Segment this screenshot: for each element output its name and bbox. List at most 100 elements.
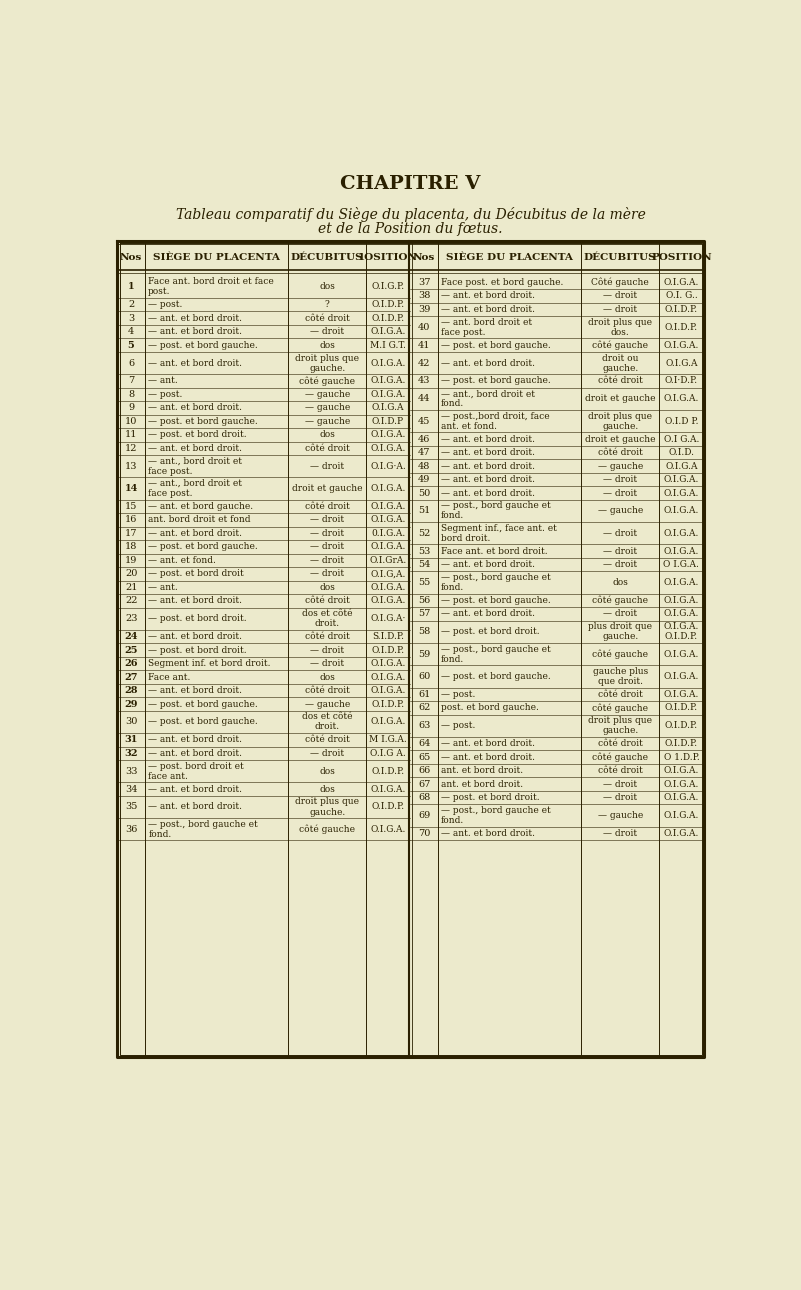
Text: 20: 20 bbox=[125, 569, 137, 578]
Text: O I.G.A.: O I.G.A. bbox=[663, 560, 699, 569]
Text: 49: 49 bbox=[418, 475, 430, 484]
Text: — ant. et bord droit.: — ant. et bord droit. bbox=[148, 596, 242, 605]
Text: droit plus que
gauche.: droit plus que gauche. bbox=[588, 412, 652, 431]
Text: Côté gauche: Côté gauche bbox=[591, 277, 649, 288]
Text: — ant., bord droit et
face post.: — ant., bord droit et face post. bbox=[148, 479, 242, 498]
Text: — droit: — droit bbox=[603, 292, 638, 301]
Text: — ant. et bord droit.: — ant. et bord droit. bbox=[441, 359, 535, 368]
Text: 55: 55 bbox=[418, 578, 430, 587]
Text: — ant. et bord droit.: — ant. et bord droit. bbox=[148, 529, 242, 538]
Text: 8: 8 bbox=[128, 390, 135, 399]
Text: O.I.G.A.: O.I.G.A. bbox=[370, 390, 406, 399]
Text: — post. et bord droit.: — post. et bord droit. bbox=[441, 793, 540, 802]
Text: — post. et bord droit.: — post. et bord droit. bbox=[148, 614, 247, 623]
Text: — post.: — post. bbox=[148, 390, 183, 399]
Text: 12: 12 bbox=[125, 444, 138, 453]
Text: O.I.G.A.: O.I.G.A. bbox=[664, 650, 699, 659]
Text: — post. et bord gauche.: — post. et bord gauche. bbox=[148, 417, 258, 426]
Text: — droit: — droit bbox=[603, 304, 638, 313]
Text: côté droit: côté droit bbox=[304, 444, 350, 453]
Text: O.I.G.A.: O.I.G.A. bbox=[664, 811, 699, 820]
Text: Nos: Nos bbox=[120, 253, 143, 262]
Text: 6: 6 bbox=[128, 359, 135, 368]
Text: O.I.G·A.: O.I.G·A. bbox=[370, 462, 406, 471]
Text: 62: 62 bbox=[418, 703, 430, 712]
Text: O.I.D.P.: O.I.D.P. bbox=[665, 739, 698, 748]
Text: 34: 34 bbox=[125, 784, 138, 793]
Text: O.I.G.A.: O.I.G.A. bbox=[370, 542, 406, 551]
Text: — ant. bord droit et
face post.: — ant. bord droit et face post. bbox=[441, 317, 532, 337]
Text: — post. et bord gauche.: — post. et bord gauche. bbox=[441, 377, 551, 386]
Text: — droit: — droit bbox=[310, 659, 344, 668]
Text: 56: 56 bbox=[418, 596, 430, 605]
Text: — ant. et bord droit.: — ant. et bord droit. bbox=[441, 435, 535, 444]
Text: droit plus que
gauche.: droit plus que gauche. bbox=[296, 797, 359, 817]
Text: — ant. et bord droit.: — ant. et bord droit. bbox=[148, 802, 242, 811]
Text: — droit: — droit bbox=[603, 475, 638, 484]
Text: — post. et bord droit.: — post. et bord droit. bbox=[441, 627, 540, 636]
Text: O.I.G.A.: O.I.G.A. bbox=[664, 529, 699, 538]
Text: O.I.G.A.: O.I.G.A. bbox=[370, 377, 406, 386]
Text: — post.: — post. bbox=[441, 721, 476, 730]
Text: — gauche: — gauche bbox=[598, 811, 642, 820]
Text: O.I.G.A.: O.I.G.A. bbox=[664, 779, 699, 788]
Text: O.I. G..: O.I. G.. bbox=[666, 292, 697, 301]
Text: 21: 21 bbox=[125, 583, 138, 592]
Text: côté droit: côté droit bbox=[598, 448, 642, 457]
Text: — ant. et bord droit.: — ant. et bord droit. bbox=[441, 462, 535, 471]
Text: 38: 38 bbox=[418, 292, 430, 301]
Text: ant. et bord droit.: ant. et bord droit. bbox=[441, 779, 523, 788]
Text: — ant. et bord droit.: — ant. et bord droit. bbox=[148, 328, 242, 337]
Text: — ant., bord droit et
face post.: — ant., bord droit et face post. bbox=[148, 457, 242, 476]
Text: dos: dos bbox=[612, 578, 628, 587]
Text: O.I.G.A.: O.I.G.A. bbox=[370, 784, 406, 793]
Text: 53: 53 bbox=[418, 547, 430, 556]
Text: Face ant. bord droit et face
post.: Face ant. bord droit et face post. bbox=[148, 277, 274, 297]
Text: — post. et bord droit: — post. et bord droit bbox=[148, 569, 244, 578]
Text: POSITION: POSITION bbox=[651, 253, 711, 262]
Text: dos: dos bbox=[320, 431, 335, 440]
Text: 48: 48 bbox=[418, 462, 430, 471]
Text: 19: 19 bbox=[125, 556, 137, 565]
Text: — droit: — droit bbox=[603, 829, 638, 838]
Text: — droit: — droit bbox=[603, 529, 638, 538]
Text: O.I.D.P.: O.I.D.P. bbox=[372, 313, 405, 322]
Text: O.I G.A.: O.I G.A. bbox=[664, 435, 699, 444]
Text: 0.I.G.A.: 0.I.G.A. bbox=[371, 529, 405, 538]
Text: 24: 24 bbox=[124, 632, 138, 641]
Text: — droit: — droit bbox=[310, 542, 344, 551]
Text: 17: 17 bbox=[125, 529, 138, 538]
Text: 61: 61 bbox=[418, 690, 430, 699]
Text: 58: 58 bbox=[418, 627, 430, 636]
Text: 18: 18 bbox=[125, 542, 137, 551]
Text: — droit: — droit bbox=[310, 645, 344, 654]
Text: O.I.G.A.: O.I.G.A. bbox=[370, 431, 406, 440]
Text: 39: 39 bbox=[418, 304, 430, 313]
Text: — ant. et fond.: — ant. et fond. bbox=[148, 556, 216, 565]
Text: côté droit: côté droit bbox=[304, 632, 350, 641]
Text: côté droit: côté droit bbox=[304, 502, 350, 511]
Text: O.I.G.A.: O.I.G.A. bbox=[370, 484, 406, 493]
Text: droit plus que
gauche.: droit plus que gauche. bbox=[588, 716, 652, 735]
Text: côté droit: côté droit bbox=[304, 313, 350, 322]
Text: 40: 40 bbox=[418, 322, 430, 332]
Text: — ant. et bord droit.: — ant. et bord droit. bbox=[148, 313, 242, 322]
Text: — ant. et bord droit.: — ant. et bord droit. bbox=[441, 739, 535, 748]
Text: dos: dos bbox=[320, 583, 335, 592]
Text: CHAPITRE V: CHAPITRE V bbox=[340, 175, 481, 194]
Text: O.I.G.A.: O.I.G.A. bbox=[664, 489, 699, 498]
Text: 27: 27 bbox=[124, 672, 138, 681]
Text: O.I.G.A.: O.I.G.A. bbox=[664, 341, 699, 350]
Text: — droit: — droit bbox=[310, 556, 344, 565]
Text: 7: 7 bbox=[128, 377, 135, 386]
Text: 15: 15 bbox=[125, 502, 137, 511]
Text: O.I.D.P.: O.I.D.P. bbox=[372, 301, 405, 310]
Text: O.I.G.A.: O.I.G.A. bbox=[664, 596, 699, 605]
Text: 47: 47 bbox=[418, 448, 430, 457]
Text: O.I.G.A.: O.I.G.A. bbox=[370, 596, 406, 605]
Text: — ant. et bord droit.: — ant. et bord droit. bbox=[148, 784, 242, 793]
Text: dos: dos bbox=[320, 341, 335, 350]
Text: 44: 44 bbox=[418, 395, 430, 404]
Text: — droit: — droit bbox=[310, 748, 344, 757]
Text: côté gauche: côté gauche bbox=[592, 341, 648, 350]
